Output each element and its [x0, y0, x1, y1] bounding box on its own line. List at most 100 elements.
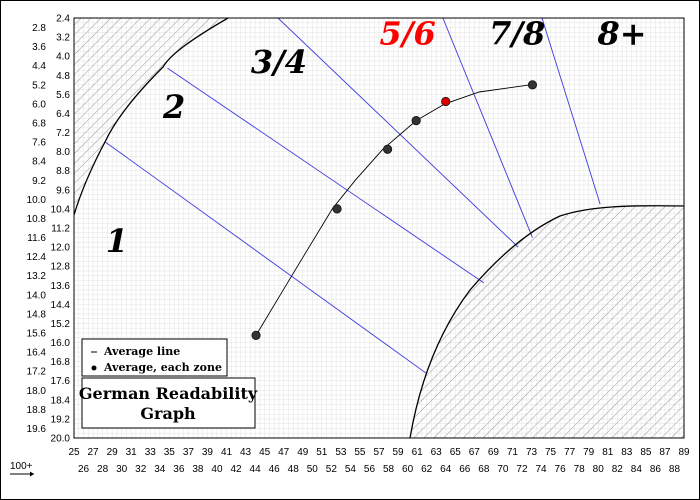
y-tick-right: 16.0	[51, 338, 71, 349]
x-tick-top: 57	[373, 447, 385, 458]
x-tick-bottom: 28	[97, 464, 109, 475]
outline-bottom-right	[409, 205, 684, 438]
y-tick-right: 19.2	[51, 414, 71, 425]
x-corner-arrowhead	[30, 471, 34, 477]
x-tick-top: 41	[221, 447, 233, 458]
zone-average-point	[332, 204, 342, 214]
x-tick-bottom: 26	[78, 464, 90, 475]
y-tick-left: 11.6	[27, 233, 46, 244]
average-line	[255, 84, 531, 336]
x-tick-top: 29	[107, 447, 119, 458]
x-tick-top: 75	[545, 447, 557, 458]
x-tick-top: 31	[126, 447, 138, 458]
x-tick-bottom: 60	[402, 464, 414, 475]
y-tick-right: 6.4	[56, 109, 70, 120]
legend-dot-label: Average, each zone	[103, 361, 222, 374]
y-tick-right: 4.8	[56, 71, 70, 82]
x-tick-bottom: 80	[593, 464, 605, 475]
hatched-region-top-left	[74, 18, 228, 215]
x-tick-bottom: 76	[555, 464, 567, 475]
x-tick-bottom: 54	[345, 464, 357, 475]
y-tick-left: 9.2	[32, 176, 46, 187]
y-tick-right: 20.0	[51, 434, 71, 445]
x-tick-top: 43	[240, 447, 252, 458]
y-tick-left: 3.6	[32, 42, 46, 53]
y-tick-left: 10.8	[27, 214, 47, 225]
zone-boundary	[541, 18, 601, 205]
y-axis-right-ticks: 2.4 3.2 4.0 4.8 5.6 6.4 7.2 8.0 8.8 9.6 10.4 11.2 12…	[51, 14, 71, 445]
x-tick-top: 67	[469, 447, 481, 458]
y-tick-right: 5.6	[56, 90, 70, 101]
x-tick-top: 59	[393, 447, 405, 458]
y-tick-right: 11.2	[51, 224, 70, 235]
x-tick-top: 47	[278, 447, 290, 458]
x-tick-top: 63	[431, 447, 443, 458]
y-tick-right: 12.8	[51, 262, 71, 273]
x-tick-top: 35	[164, 447, 176, 458]
x-corner-label-text: 100+	[10, 461, 33, 472]
y-tick-left: 18.0	[27, 386, 47, 397]
x-tick-top: 73	[526, 447, 538, 458]
x-tick-bottom: 74	[535, 464, 547, 475]
zone-label: 2	[162, 88, 185, 126]
x-tick-bottom: 64	[440, 464, 452, 475]
y-tick-right: 16.8	[51, 357, 71, 368]
title-box-frame	[81, 377, 256, 429]
y-tick-left: 13.2	[27, 271, 47, 282]
legend: Average line Average, each zone	[81, 338, 228, 377]
y-tick-right: 3.2	[56, 33, 70, 44]
title-box: German Readability Graph	[79, 377, 258, 429]
y-tick-right: 12.0	[51, 243, 71, 254]
zone-label: 8+	[597, 14, 647, 52]
x-axis-corner-label: 100+	[10, 461, 34, 477]
y-tick-left: 14.8	[27, 309, 47, 320]
x-tick-top: 79	[583, 447, 595, 458]
zone-boundary	[167, 67, 485, 284]
x-tick-bottom: 56	[364, 464, 376, 475]
y-tick-right: 9.6	[56, 185, 70, 196]
x-tick-bottom: 40	[211, 464, 223, 475]
x-axis-top-ticks: 25 27 29 31 33 35 37 39 41 43 45 47 49 51 53 55 57 59 61 63…	[68, 447, 690, 458]
chart-title-line-2: Graph	[140, 404, 196, 423]
x-tick-top: 65	[450, 447, 462, 458]
x-tick-bottom: 86	[650, 464, 662, 475]
zone-boundary	[442, 18, 533, 238]
x-tick-top: 85	[640, 447, 652, 458]
x-tick-bottom: 50	[307, 464, 319, 475]
y-tick-left: 12.4	[27, 252, 47, 263]
y-tick-left: 10.0	[27, 195, 47, 206]
x-tick-top: 27	[88, 447, 100, 458]
x-axis-bottom-ticks: 26 28 30 32 34 36 38 40 42 44 46 48 50 52 54 56 58 60 62 64…	[78, 464, 680, 475]
x-tick-bottom: 48	[288, 464, 300, 475]
x-tick-bottom: 72	[516, 464, 528, 475]
y-tick-left: 2.8	[32, 23, 46, 34]
x-tick-top: 87	[659, 447, 671, 458]
zone-average-point	[527, 80, 538, 90]
x-tick-bottom: 38	[192, 464, 204, 475]
x-tick-bottom: 32	[135, 464, 147, 475]
outline-top-left	[74, 18, 229, 216]
x-tick-bottom: 44	[250, 464, 262, 475]
x-tick-bottom: 78	[574, 464, 586, 475]
y-tick-right: 17.6	[51, 376, 71, 387]
zone-boundaries	[105, 18, 601, 374]
y-tick-left: 16.4	[27, 348, 47, 359]
y-tick-right: 4.0	[56, 52, 70, 63]
zone-label: 7/8	[489, 14, 545, 52]
y-tick-right: 18.4	[51, 395, 71, 406]
x-tick-top: 39	[202, 447, 214, 458]
x-tick-top: 61	[412, 447, 424, 458]
x-tick-bottom: 36	[173, 464, 185, 475]
y-tick-left: 18.8	[27, 405, 47, 416]
zone-label: 5/6	[379, 14, 435, 52]
zone-boundary	[277, 18, 519, 248]
y-tick-left: 6.0	[32, 99, 46, 110]
x-tick-top: 81	[602, 447, 614, 458]
y-tick-right: 8.8	[56, 166, 70, 177]
region-outlines	[74, 18, 684, 438]
y-tick-right: 2.4	[56, 14, 70, 25]
x-tick-bottom: 84	[631, 464, 643, 475]
chart-title-line-1: German Readability	[79, 384, 258, 403]
x-tick-top: 71	[507, 447, 519, 458]
x-tick-top: 53	[335, 447, 347, 458]
